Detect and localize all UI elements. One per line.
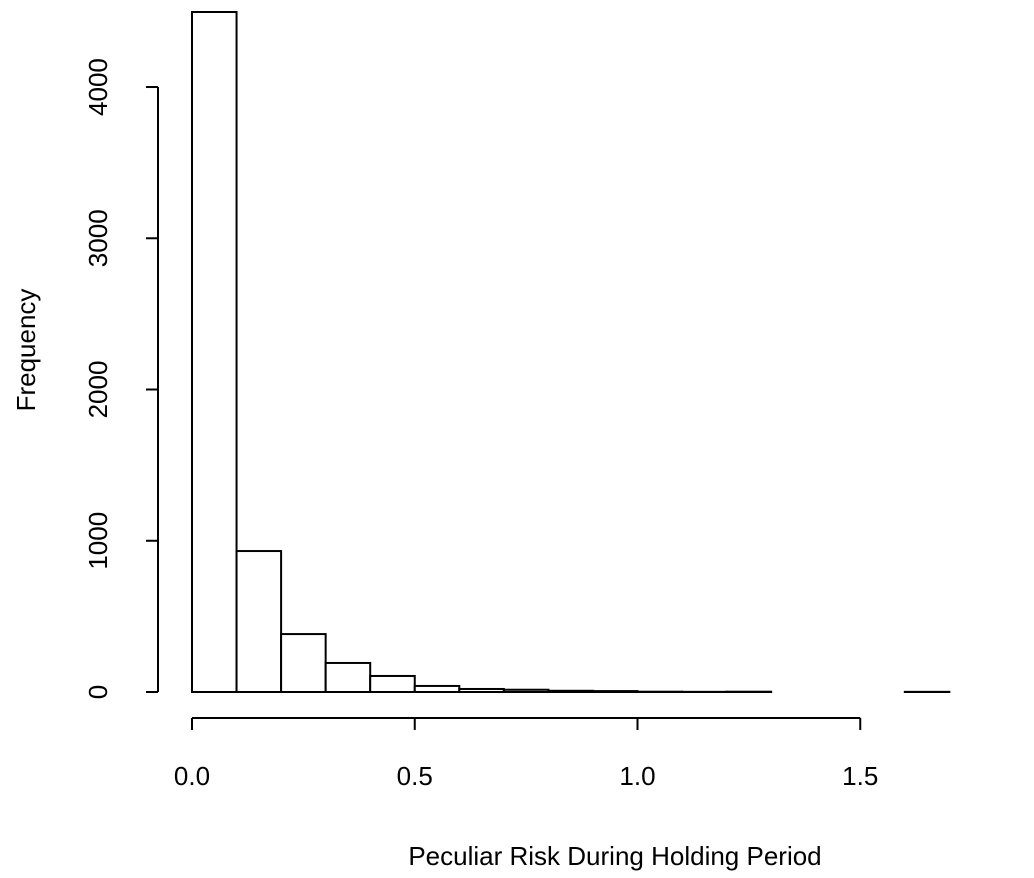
y-tick-label: 3000 — [83, 209, 113, 267]
bar — [458, 687, 505, 693]
y-tick-label: 0 — [83, 685, 113, 699]
bar — [235, 550, 283, 693]
bar — [547, 689, 594, 693]
x-tick-label: 0.5 — [397, 761, 433, 791]
bar — [191, 11, 238, 693]
y-tick-label: 1000 — [83, 512, 113, 570]
y-tick-label: 2000 — [83, 361, 113, 419]
x-axis-label: Peculiar Risk During Holding Period — [408, 841, 821, 871]
x-tick-label: 1.5 — [842, 761, 878, 791]
bar — [502, 688, 550, 693]
bar — [591, 690, 639, 693]
bar — [369, 674, 416, 693]
x-tick-label: 0.0 — [174, 761, 210, 791]
y-tick-label: 4000 — [83, 58, 113, 116]
bar — [324, 661, 372, 693]
bar — [413, 684, 461, 693]
y-axis-label: Frequency — [11, 289, 41, 412]
x-tick-label: 1.0 — [619, 761, 655, 791]
bar — [280, 633, 327, 693]
